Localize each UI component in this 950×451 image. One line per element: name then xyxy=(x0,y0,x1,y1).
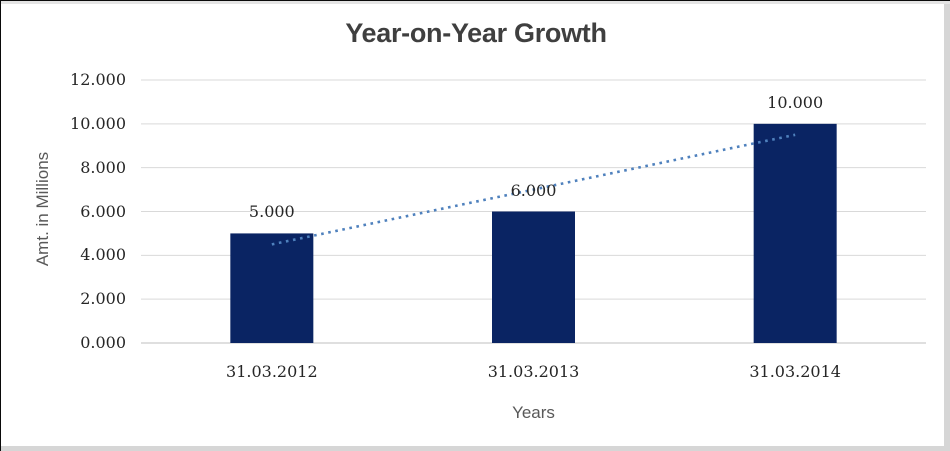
bar-data-label: 6.000 xyxy=(510,180,557,200)
y-tick-label: 2.000 xyxy=(80,289,126,309)
y-tick-label: 10.000 xyxy=(70,113,126,133)
bar-data-label: 5.000 xyxy=(248,202,295,222)
bar xyxy=(230,233,314,343)
y-tick-label: 12.000 xyxy=(70,70,126,89)
chart-title: Year-on-Year Growth xyxy=(345,18,607,48)
x-category-label: 31.03.2013 xyxy=(487,362,580,381)
bar xyxy=(492,211,575,343)
y-tick-label: 8.000 xyxy=(80,157,126,177)
y-tick-label: 4.000 xyxy=(80,245,126,265)
y-tick-label: 6.000 xyxy=(80,201,126,221)
bar xyxy=(753,123,837,343)
bar-data-label: 10.000 xyxy=(767,92,824,112)
x-category-label: 31.03.2012 xyxy=(226,362,318,381)
x-axis-title: Years xyxy=(512,403,555,422)
y-tick-label: 0.000 xyxy=(80,333,126,352)
x-category-label: 31.03.2014 xyxy=(749,362,841,381)
trendline xyxy=(271,133,796,246)
